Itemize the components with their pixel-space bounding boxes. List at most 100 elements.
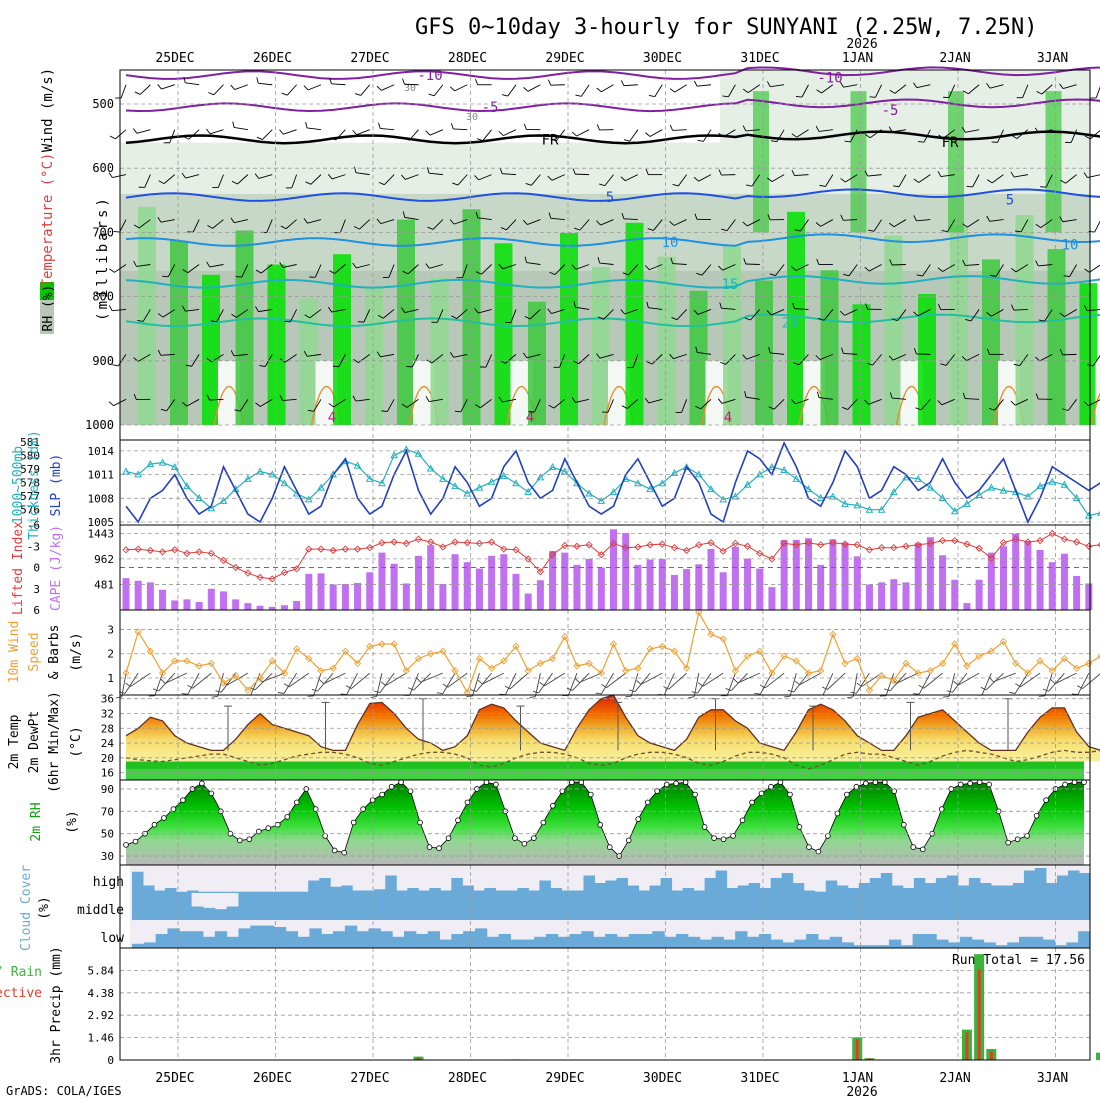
upper-wind-barb [209, 264, 224, 268]
surface-pocket [413, 360, 435, 425]
wind-barb-flag [426, 359, 433, 364]
wind-barb-flag [937, 171, 942, 177]
surface-wind-barb [1020, 672, 1041, 688]
cloud-bar [806, 934, 819, 948]
cape-bar [597, 567, 605, 610]
cloud-bar [616, 878, 629, 893]
wind-speed-point [914, 669, 922, 677]
thickness-point [158, 458, 167, 466]
wind-barb-flag [498, 396, 503, 403]
wind-barb-flag [1034, 127, 1039, 134]
thickness-point [122, 467, 130, 475]
cloud-bar [214, 931, 228, 948]
cloud-bar [671, 890, 684, 893]
cloud-bar [1012, 883, 1025, 893]
surface-wind-barb [261, 672, 285, 683]
rh-plume [494, 243, 513, 425]
wind-barb-flag [230, 350, 235, 357]
cape-bar [1060, 553, 1068, 610]
upper-wind-barb [965, 129, 980, 133]
wind-barb-flag [816, 258, 820, 265]
thickness-point [670, 468, 679, 476]
upper-wind-barb [359, 219, 371, 230]
wind-speed-point [378, 640, 386, 648]
upper-wind-barb [726, 219, 736, 232]
wind-barb-flag [888, 355, 894, 361]
wind-barb-flag [255, 402, 261, 407]
wind-speed-point [280, 669, 289, 677]
cloud-bar [198, 891, 210, 893]
upper-wind-barb [918, 174, 931, 183]
top-date-label: 30DEC [643, 51, 682, 66]
rh-plume [267, 264, 286, 425]
upper-wind-barb [1022, 84, 1029, 98]
cloud-bar [143, 942, 157, 948]
wind-barb-flag [599, 183, 606, 187]
rh-point [379, 791, 385, 798]
wind-barb-flag [843, 273, 850, 277]
cape-bar [475, 568, 483, 610]
li-point [853, 541, 861, 549]
surface-wind-barb [630, 673, 639, 697]
wind-barb-flag [303, 85, 309, 91]
thickness-tick: 580 [20, 450, 40, 463]
cloud-bar [747, 936, 760, 948]
cloud-bar [723, 939, 736, 948]
cloud-bar [451, 934, 464, 948]
upper-wind-barb [407, 264, 419, 275]
upper-wind-barb [798, 354, 809, 366]
wind-barb-flag [501, 94, 508, 97]
wind-barb-flag [942, 695, 950, 698]
li-point [756, 549, 764, 557]
cape-bar [1048, 562, 1056, 610]
wind-barb-flag [884, 688, 891, 692]
li-point [707, 539, 715, 547]
wind-speed-point [524, 667, 532, 675]
wind-barb-flag [304, 314, 311, 319]
thickness-tick: 577 [20, 490, 40, 503]
surface-wind-barb [130, 672, 151, 687]
wind-speed-point [232, 671, 240, 680]
wind-speed-point [1085, 659, 1093, 668]
year-label-top: 2026 [846, 37, 877, 52]
cloud-bar [924, 883, 937, 893]
cloud-level-middle: middle [77, 903, 124, 918]
wind-barb-flag [953, 681, 959, 686]
wind-barb-flag [108, 401, 114, 407]
isotherm-line [125, 130, 1100, 145]
rh-point [464, 799, 471, 806]
wind-barb-flag [840, 178, 846, 183]
cloud-bar [877, 945, 890, 948]
upper-wind-barb [604, 174, 614, 186]
cloud-bar [1023, 870, 1036, 893]
cloud-bar [220, 891, 232, 893]
cape-bar [415, 555, 422, 610]
wind-speed-point [938, 659, 947, 668]
cloud-bar [699, 893, 713, 920]
rh-point [749, 799, 755, 806]
wind-barb-flag [329, 77, 332, 84]
precip-tick: 2.92 [88, 1009, 115, 1022]
cape-bar [719, 572, 727, 610]
wind-tick: 1 [107, 672, 114, 685]
wind10m-panel: 123 [107, 608, 1100, 699]
wind-speed-point [999, 637, 1008, 646]
surface-wind-barb [634, 672, 651, 693]
li-point [780, 539, 788, 548]
cloud-bar [948, 893, 961, 920]
wind-barb-flag [696, 272, 703, 276]
surface-pocket [900, 360, 923, 425]
upper-wind-barb [991, 174, 1004, 184]
cloud-bar [545, 934, 559, 948]
isotherm-label: 20 [782, 315, 799, 331]
upper-wind-barb [821, 84, 834, 94]
li-point [1036, 536, 1044, 545]
cloud-bar [794, 939, 807, 948]
temp-label-3: (6hr Min/Max) [47, 691, 62, 793]
wind-barb-flag [206, 128, 211, 135]
thickness-point [768, 462, 776, 471]
wind-barb-flag [889, 89, 896, 94]
upper-wind-barb [947, 219, 956, 232]
cloud-bar [285, 931, 299, 948]
